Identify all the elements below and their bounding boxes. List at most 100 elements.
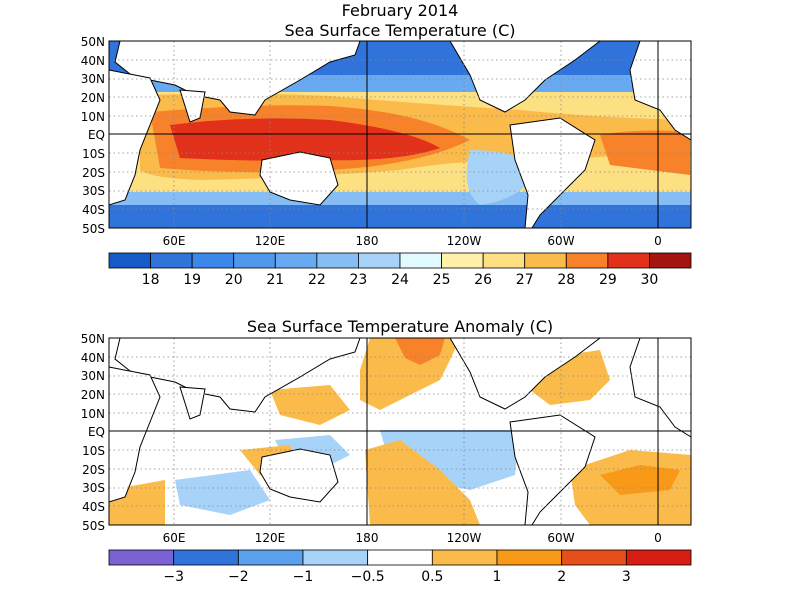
lat-label: 40S [82,500,105,514]
colorbar-swatch [561,549,627,566]
lon-label: 120W [447,531,482,545]
lat-label: 10S [82,444,105,458]
lat-label: 50N [81,332,105,346]
lat-label: 20S [82,166,105,180]
colorbar-swatch [367,549,433,566]
land-africa [108,69,161,206]
land-north-america [449,337,602,410]
colorbar-swatch [399,252,442,269]
lat-label: 10S [82,147,105,161]
colorbar-tick-label: 23 [350,272,368,288]
land-africa [108,366,161,503]
colorbar-swatch [496,549,563,566]
lat-label: 40S [82,203,105,217]
lat-label: 50S [82,222,105,236]
colorbar-tick-label: 1 [493,569,502,585]
colorbar-swatch [316,252,359,269]
colorbar-swatch [191,252,235,269]
anomaly-lat-labels: 50N 40N 30N 20N 10N EQ 10S 20S 30S 40S 5… [81,332,105,533]
sst-colorbar: 18 19 20 21 22 23 24 25 26 27 28 29 30 [108,252,692,288]
colorbar-tick-label: 2 [557,569,566,585]
colorbar-tick-label: −1 [293,569,314,585]
lon-label: 0 [654,234,662,248]
colorbar-swatch [173,549,239,566]
sst-map: 50N 40N 30N 20N 10N EQ 10S 20S 30S 40S 5… [81,35,692,248]
colorbar-tick-label: −3 [163,569,184,585]
land-south-america [509,117,596,229]
lon-label: 120E [255,531,286,545]
lat-label: 30S [82,184,105,198]
top-map-title: Sea Surface Temperature (C) [284,21,515,40]
anomaly-colorbar: −3 −2 −1 −0.5 0.5 1 2 3 [108,549,692,585]
lat-label: 40N [81,54,105,68]
colorbar-swatch [524,252,567,269]
lon-label: 0 [654,531,662,545]
anomaly-south-atlantic-hot [600,465,680,495]
colorbar-swatch [274,252,318,269]
land-australia [259,151,339,206]
lon-label: 60W [547,531,574,545]
colorbar-swatch [108,549,175,566]
anomaly-west-pacific-warm [270,385,350,425]
anomaly-map: 50N 40N 30N 20N 10N EQ 10S 20S 30S 40S 5… [81,332,692,545]
sst-lon-labels: 60E 120E 180 120W 60W 0 [163,234,662,248]
anomaly-map-frame [108,337,692,526]
colorbar-tick-label: −0.5 [351,569,385,585]
lon-label: 180 [356,234,379,248]
colorbar-tick-label: 24 [391,272,409,288]
colorbar-swatch [237,549,304,566]
colorbar-swatch [565,252,609,269]
land-australia [259,448,339,503]
colorbar-swatch [482,252,526,269]
land-india [179,386,206,420]
lat-label: 10N [81,407,105,421]
colorbar-swatch [441,252,484,269]
colorbar-swatch [150,252,193,269]
anomaly-land [108,337,692,526]
anomaly-lon-labels: 60E 120E 180 120W 60W 0 [163,531,662,545]
colorbar-tick-label: 18 [142,272,160,288]
colorbar-swatch [607,252,650,269]
lat-label: 50S [82,519,105,533]
land-north-america [449,40,602,113]
colorbar-tick-label: 27 [516,272,534,288]
lat-label: EQ [88,128,105,142]
lon-label: 120W [447,234,482,248]
lat-label: 20N [81,388,105,402]
lon-label: 120E [255,234,286,248]
colorbar-swatch [233,252,276,269]
lat-label: 30S [82,481,105,495]
lat-label: 20S [82,463,105,477]
sst-land [108,40,692,229]
colorbar-tick-label: 3 [622,569,631,585]
anomaly-south-indian-cool [175,470,270,515]
colorbar-swatch [108,252,151,269]
colorbar-tick-label: 29 [599,272,617,288]
colorbar-tick-label: 28 [557,272,575,288]
lon-label: 60W [547,234,574,248]
colorbar-tick-label: 21 [266,272,284,288]
colorbar-tick-label: 30 [641,272,659,288]
colorbar-tick-label: 19 [183,272,201,288]
land-south-america [509,414,596,526]
bottom-map-title: Sea Surface Temperature Anomaly (C) [247,317,553,336]
figure-title: February 2014 [342,1,459,20]
anomaly-south-pacific-warm [365,440,480,525]
lat-label: 20N [81,91,105,105]
colorbar-swatch [358,252,401,269]
colorbar-swatch [431,549,498,566]
colorbar-tick-label: 25 [433,272,451,288]
colorbar-tick-label: 26 [474,272,492,288]
lat-label: 50N [81,35,105,49]
sst-warm-pool [170,118,440,161]
sst-map-frame [108,40,692,229]
sst-lat-labels: 50N 40N 30N 20N 10N EQ 10S 20S 30S 40S 5… [81,35,105,236]
lon-label: 180 [356,531,379,545]
colorbar-tick-label: 0.5 [421,569,443,585]
lat-label: 30N [81,369,105,383]
lat-label: 10N [81,110,105,124]
colorbar-tick-label: −2 [228,569,249,585]
lat-label: 30N [81,72,105,86]
colorbar-tick-label: 22 [308,272,326,288]
colorbar-tick-label: 20 [225,272,243,288]
